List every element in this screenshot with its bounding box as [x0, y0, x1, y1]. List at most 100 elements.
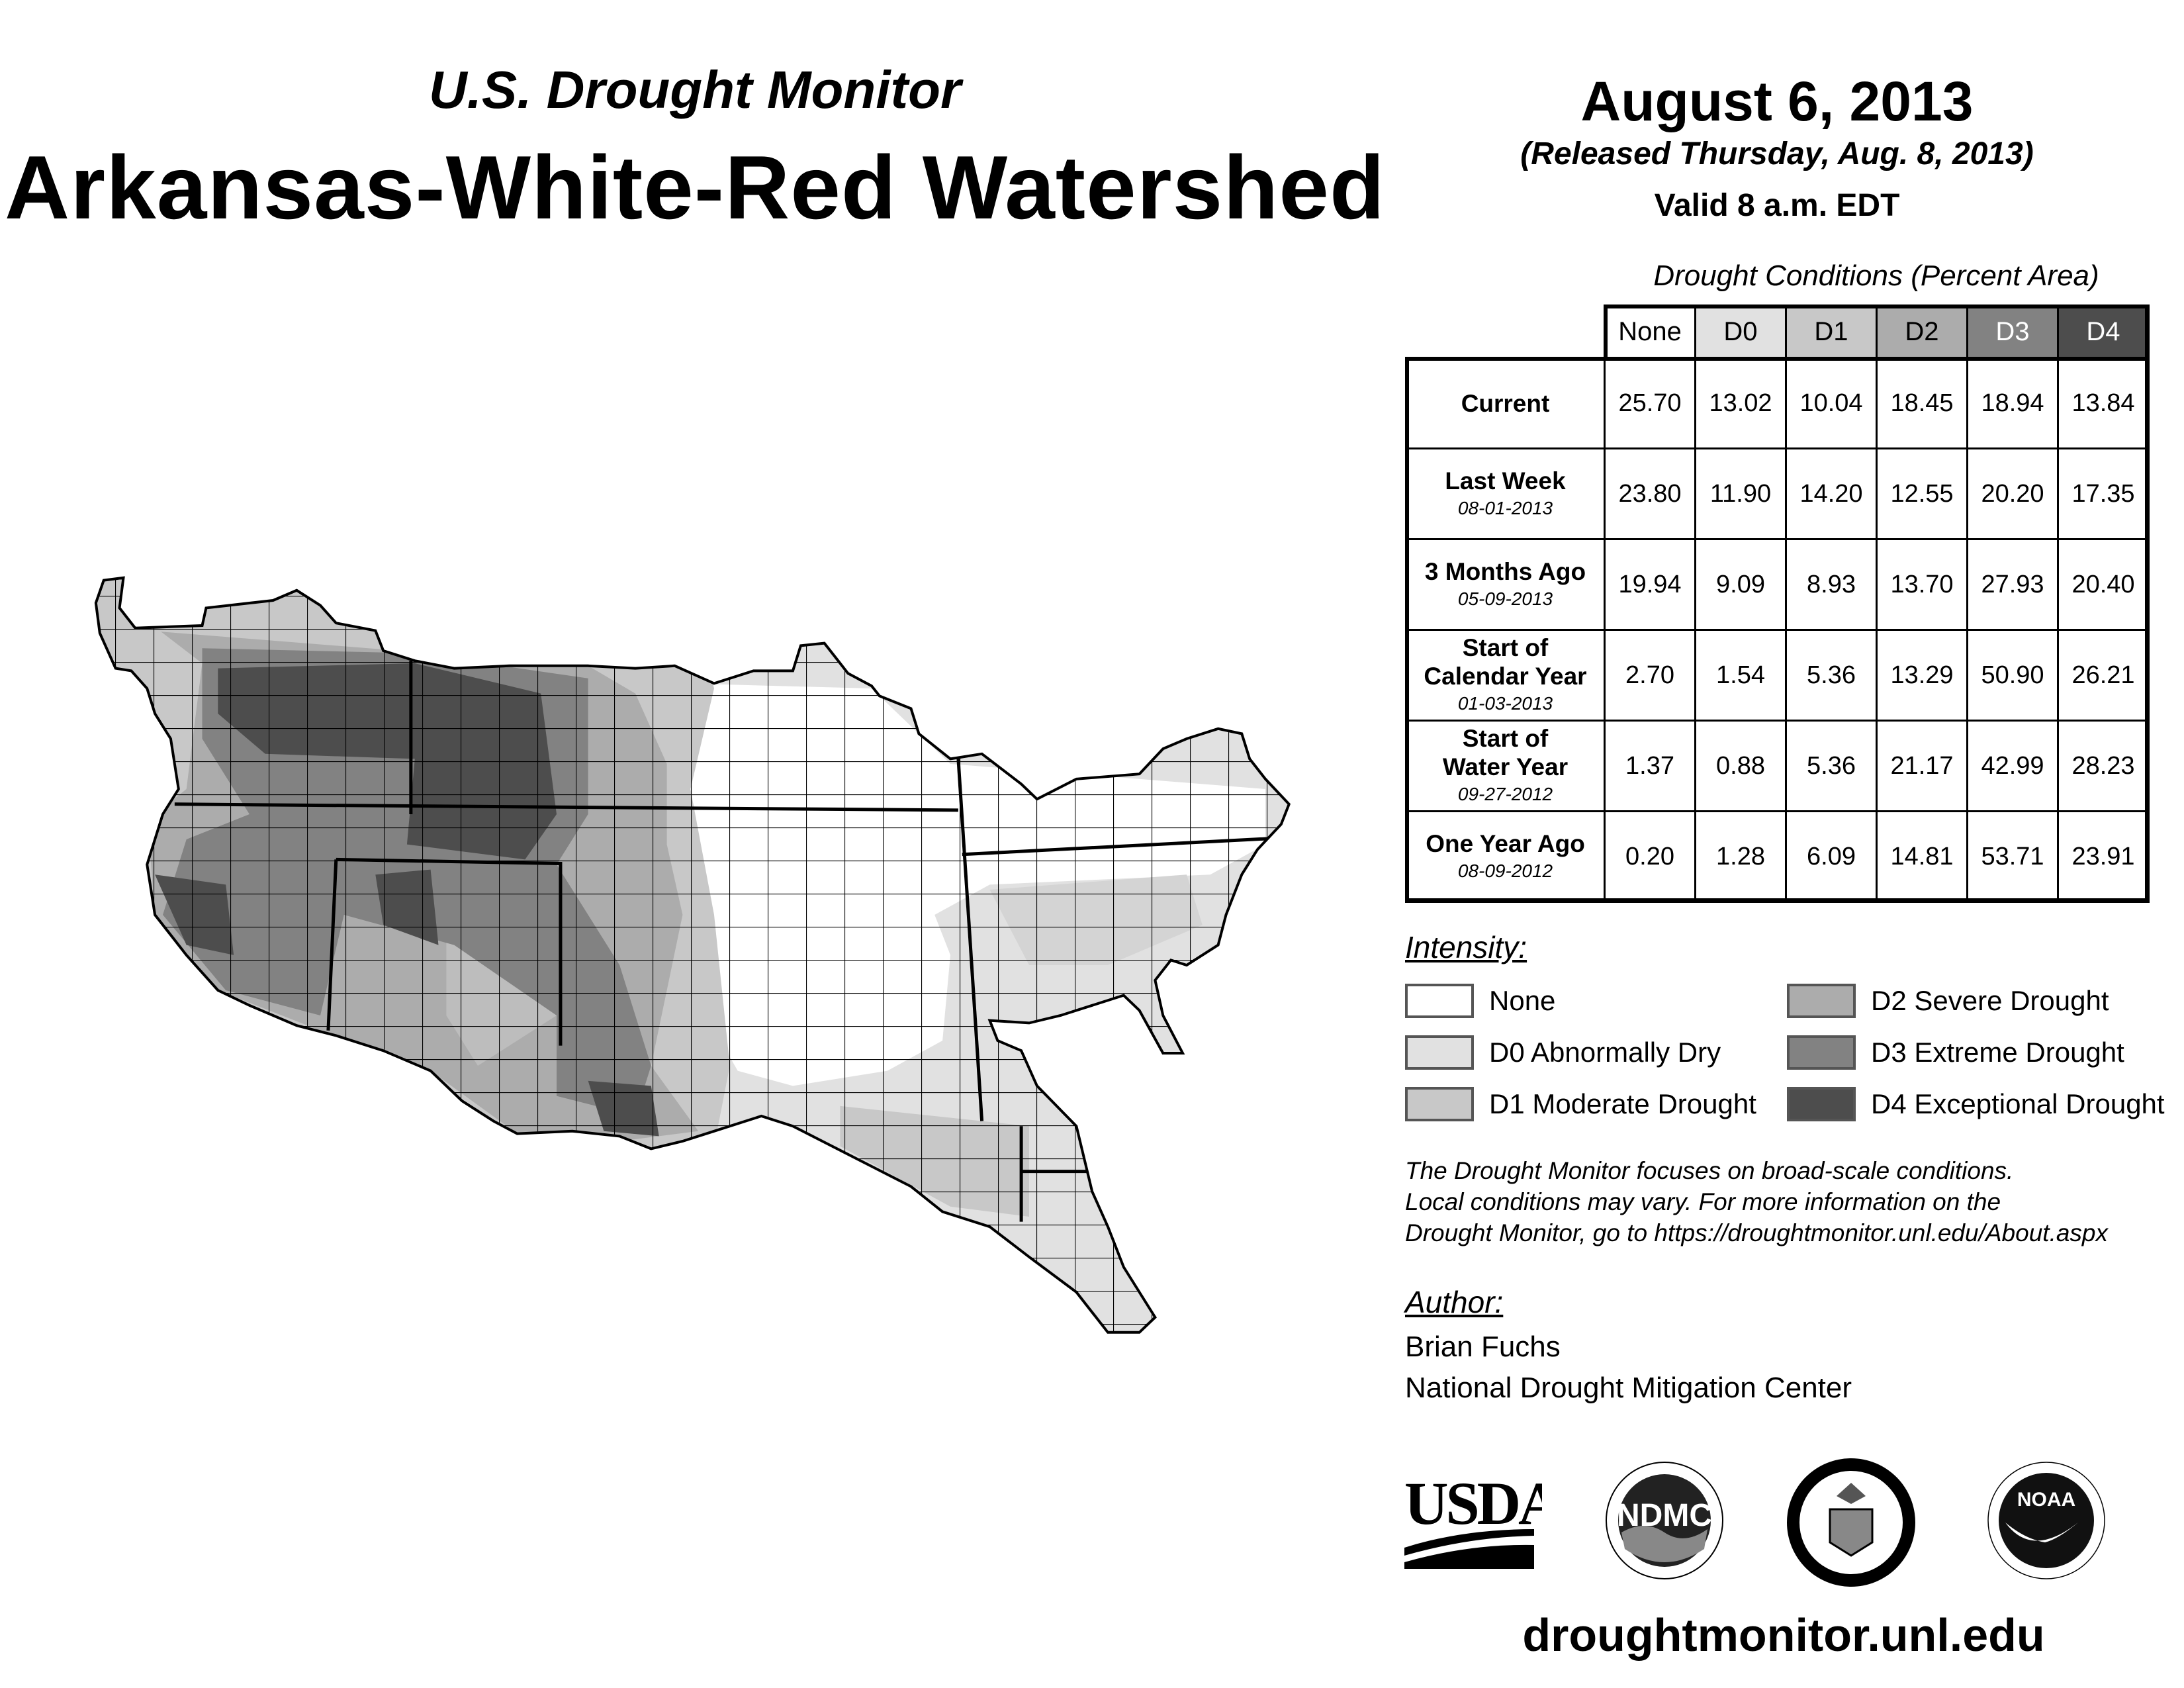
svg-text:USDA: USDA	[1404, 1470, 1542, 1537]
table-cell-none: 25.70	[1604, 357, 1696, 449]
commerce-seal	[1787, 1458, 1915, 1587]
row-date: 01-03-2013	[1457, 693, 1553, 714]
table-cell-d4: 23.91	[2057, 810, 2150, 903]
column-header-d3: D3	[1966, 305, 2059, 359]
row-label-text: Calendar Year	[1424, 663, 1587, 690]
row-date: 09-27-2012	[1457, 784, 1553, 804]
row-label: Start of Water Year 09-27-2012	[1405, 720, 1606, 812]
table-cell-d1: 6.09	[1785, 810, 1878, 903]
table-cell-none: 1.37	[1604, 720, 1696, 812]
legend-swatch	[1405, 1087, 1474, 1121]
release-date: (Released Thursday, Aug. 8, 2013)	[1520, 136, 2034, 171]
row-label-text: Water Year	[1442, 753, 1569, 780]
table-cell-none: 23.80	[1604, 447, 1696, 540]
table-cell-d3: 27.93	[1966, 538, 2059, 631]
legend-swatch	[1787, 984, 1856, 1018]
legend-label: D2 Severe Drought	[1871, 985, 2109, 1016]
svg-text:NOAA: NOAA	[2017, 1489, 2075, 1511]
valid-time: Valid 8 a.m. EDT	[1654, 188, 1900, 223]
table-cell-d3: 50.90	[1966, 629, 2059, 722]
table-cell-d2: 13.70	[1876, 538, 1968, 631]
table-cell-none: 19.94	[1604, 538, 1696, 631]
table-cell-d1: 5.36	[1785, 720, 1878, 812]
table-cell-d0: 9.09	[1694, 538, 1787, 631]
legend-label: None	[1489, 985, 1556, 1016]
legend-label: D1 Moderate Drought	[1489, 1088, 1756, 1119]
note-line: The Drought Monitor focuses on broad-sca…	[1405, 1157, 2014, 1184]
legend-label: D4 Exceptional Drought	[1871, 1088, 2165, 1119]
author-org: National Drought Mitigation Center	[1405, 1372, 1852, 1404]
drought-map	[0, 0, 1390, 1390]
row-label-text: Start of	[1462, 634, 1549, 661]
table-cell-d0: 0.88	[1694, 720, 1787, 812]
table-cell-d2: 21.17	[1876, 720, 1968, 812]
county-lines	[95, 577, 1289, 1333]
table-cell-d4: 26.21	[2057, 629, 2150, 722]
row-label-text: Last Week	[1445, 467, 1566, 494]
table-cell-none: 0.20	[1604, 810, 1696, 903]
legend-label: D0 Abnormally Dry	[1489, 1037, 1721, 1068]
table-cell-d0: 11.90	[1694, 447, 1787, 540]
svg-text:NDMC: NDMC	[1617, 1498, 1712, 1533]
row-date: 05-09-2013	[1457, 588, 1553, 609]
column-header-d2: D2	[1876, 305, 1968, 359]
table-cell-d3: 53.71	[1966, 810, 2059, 903]
row-label-text: Current	[1461, 389, 1550, 417]
column-header-none: None	[1604, 305, 1696, 359]
table-cell-d1: 8.93	[1785, 538, 1878, 631]
table-cell-d0: 1.28	[1694, 810, 1787, 903]
watershed-boundary	[96, 578, 1289, 1333]
state-borders	[175, 661, 1273, 1221]
table-cell-d3: 42.99	[1966, 720, 2059, 812]
ndmc-logo: NDMC	[1606, 1462, 1723, 1579]
legend-swatch	[1405, 984, 1474, 1018]
column-header-d4: D4	[2057, 305, 2150, 359]
row-label: Last Week 08-01-2013	[1405, 447, 1606, 540]
author-title: Author:	[1405, 1285, 1504, 1319]
drought-zones	[95, 577, 1289, 1333]
row-label: 3 Months Ago 05-09-2013	[1405, 538, 1606, 631]
map-title: Arkansas-White-Red Watershed	[4, 137, 1386, 238]
table-cell-d2: 13.29	[1876, 629, 1968, 722]
row-label: One Year Ago 08-09-2012	[1405, 810, 1606, 903]
table-cell-d2: 18.45	[1876, 357, 1968, 449]
table-cell-d1: 10.04	[1785, 357, 1878, 449]
note-line: Local conditions may vary. For more info…	[1405, 1188, 2001, 1215]
map-subtitle: U.S. Drought Monitor	[428, 60, 962, 119]
table-title: Drought Conditions (Percent Area)	[1653, 259, 2099, 292]
column-header-d0: D0	[1694, 305, 1787, 359]
row-date: 08-09-2012	[1457, 860, 1553, 881]
table-cell-d1: 5.36	[1785, 629, 1878, 722]
disclaimer-note: The Drought Monitor focuses on broad-sca…	[1405, 1155, 2108, 1248]
map-date: August 6, 2013	[1580, 70, 1974, 132]
table-cell-d2: 12.55	[1876, 447, 1968, 540]
noaa-logo: NOAA	[1987, 1462, 2105, 1579]
row-label-text: One Year Ago	[1426, 829, 1585, 857]
row-label: Current	[1405, 357, 1606, 449]
table-cell-d1: 14.20	[1785, 447, 1878, 540]
table-cell-d2: 14.81	[1876, 810, 1968, 903]
row-label-text: Start of	[1462, 725, 1549, 752]
table-cell-d4: 13.84	[2057, 357, 2150, 449]
usda-logo: USDA	[1404, 1470, 1542, 1569]
table-cell-d0: 1.54	[1694, 629, 1787, 722]
legend-title: Intensity:	[1405, 930, 1527, 964]
table-cell-d4: 17.35	[2057, 447, 2150, 540]
legend-swatch	[1787, 1035, 1856, 1070]
column-header-d1: D1	[1785, 305, 1878, 359]
legend-swatch	[1787, 1087, 1856, 1121]
table-cell-none: 2.70	[1604, 629, 1696, 722]
legend-label: D3 Extreme Drought	[1871, 1037, 2124, 1068]
legend-swatch	[1405, 1035, 1474, 1070]
table-cell-d3: 18.94	[1966, 357, 2059, 449]
note-line: Drought Monitor, go to https://droughtmo…	[1405, 1219, 2108, 1246]
row-label: Start of Calendar Year 01-03-2013	[1405, 629, 1606, 722]
author-name: Brian Fuchs	[1405, 1331, 1561, 1363]
row-date: 08-01-2013	[1457, 497, 1553, 518]
table-cell-d0: 13.02	[1694, 357, 1787, 449]
table-cell-d4: 20.40	[2057, 538, 2150, 631]
row-label-text: 3 Months Ago	[1424, 557, 1586, 585]
table-cell-d3: 20.20	[1966, 447, 2059, 540]
table-cell-d4: 28.23	[2057, 720, 2150, 812]
website-url[interactable]: droughtmonitor.unl.edu	[1522, 1609, 2045, 1661]
